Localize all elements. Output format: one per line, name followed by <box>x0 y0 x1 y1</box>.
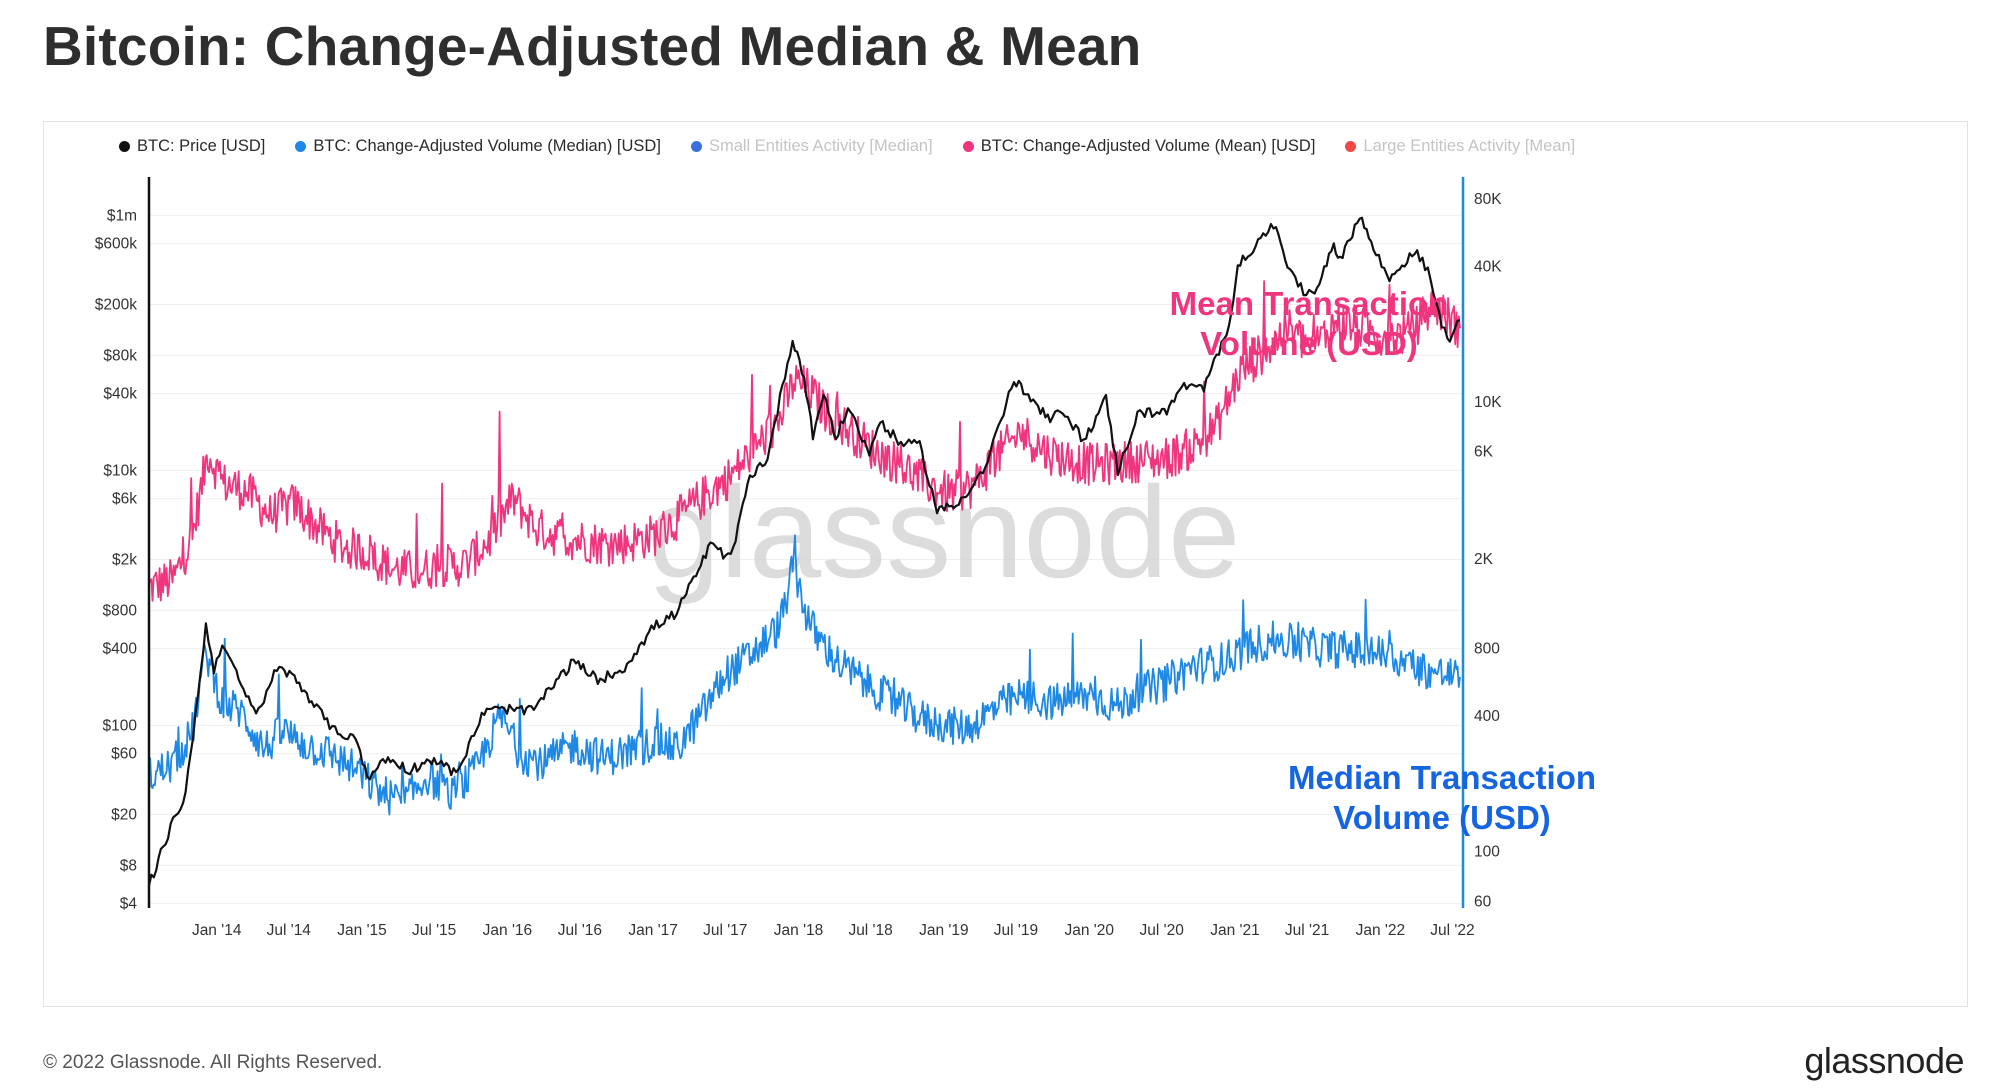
legend-dot-icon <box>690 141 702 152</box>
x-axis-tick-label: Jul '14 <box>267 922 312 939</box>
left-axis-tick-label: $8 <box>120 857 137 874</box>
left-axis-tick-label: $600k <box>95 236 137 253</box>
legend-label: BTC: Change-Adjusted Volume (Mean) [USD] <box>980 137 1316 155</box>
x-axis-tick-label: Jan '17 <box>628 922 678 939</box>
legend-label: BTC: Price [USD] <box>137 137 266 155</box>
left-axis-tick-label: $6k <box>112 491 137 508</box>
legend-dot-icon <box>962 141 974 152</box>
left-axis-tick-label: $20 <box>111 807 137 824</box>
page-title: Bitcoin: Change-Adjusted Median & Mean <box>43 15 1142 77</box>
legend-dot-icon <box>1345 141 1357 152</box>
x-axis-tick-label: Jan '21 <box>1210 922 1260 939</box>
x-axis-tick-label: Jul '15 <box>412 922 456 939</box>
left-axis-tick-label: $100 <box>103 717 138 734</box>
chart-plot: glassnode $1m$600k$200k$80k$40k$10k$6k$2… <box>95 177 1596 939</box>
x-axis-tick-label: Jan '20 <box>1064 922 1114 939</box>
legend-item-small-entities[interactable]: Small Entities Activity [Median] <box>690 137 933 156</box>
legend-label: Large Entities Activity [Mean] <box>1363 137 1576 155</box>
legend-item-price[interactable]: BTC: Price [USD] <box>119 137 265 156</box>
annotation-mean-line-1: Mean Transaction <box>1170 285 1449 322</box>
legend-dot-icon <box>295 141 307 152</box>
series-line-median-volume <box>148 534 1461 816</box>
left-axis-tick-label: $200k <box>95 297 137 314</box>
x-axis-tick-label: Jan '22 <box>1356 922 1406 939</box>
series-layer <box>147 216 1461 886</box>
x-axis-tick-label: Jul '22 <box>1430 922 1474 939</box>
legend-label: Small Entities Activity [Median] <box>708 137 933 155</box>
left-axis-tick-label: $40k <box>103 386 137 403</box>
right-axis-tick-label: 60 <box>1474 893 1492 910</box>
legend-dot-icon <box>119 141 130 152</box>
left-axis-tick-label: $800 <box>103 602 138 619</box>
x-axis-tick-label: Jul '17 <box>703 922 747 939</box>
chart-frame: BTC: Price [USD] BTC: Change-Adjusted Vo… <box>43 121 1968 1007</box>
left-axis-tick-label: $1m <box>107 207 137 224</box>
left-axis-tick-label: $10k <box>103 462 137 479</box>
x-axis-tick-label: Jul '16 <box>558 922 602 939</box>
left-axis-tick-label: $60 <box>111 746 137 763</box>
right-axis-tick-label: 40K <box>1474 258 1502 275</box>
x-axis-tick-label: Jan '16 <box>483 922 533 939</box>
x-axis-tick-label: Jan '18 <box>774 922 824 939</box>
series-line-mean-volume <box>148 280 1461 602</box>
left-axis-tick-label: $80k <box>103 347 137 364</box>
x-axis-tick-label: Jul '20 <box>1140 922 1185 939</box>
annotation-mean-line-2: Volume (USD) <box>1200 325 1418 362</box>
right-axis-tick-label: 2K <box>1474 551 1494 568</box>
right-axis-tick-label: 800 <box>1474 640 1500 657</box>
x-axis-tick-label: Jan '15 <box>337 922 387 939</box>
right-axis-tick-label: 100 <box>1474 843 1500 860</box>
footer-copyright: © 2022 Glassnode. All Rights Reserved. <box>43 1052 383 1073</box>
series-line-price <box>147 216 1461 886</box>
left-axis-tick-label: $4 <box>120 896 138 913</box>
legend-label: BTC: Change-Adjusted Volume (Median) [US… <box>313 137 661 155</box>
right-axis-tick-label: 10K <box>1474 394 1502 411</box>
annotation-median-line-1: Median Transaction <box>1288 759 1596 796</box>
left-axis-tick-label: $400 <box>103 641 138 658</box>
x-axis-tick-label: Jan '19 <box>919 922 969 939</box>
chart-legend: BTC: Price [USD] BTC: Change-Adjusted Vo… <box>119 137 1575 156</box>
annotation-median-line-2: Volume (USD) <box>1333 799 1551 836</box>
x-axis-tick-label: Jul '21 <box>1285 922 1329 939</box>
legend-item-large-entities[interactable]: Large Entities Activity [Mean] <box>1345 137 1575 156</box>
legend-item-median-volume[interactable]: BTC: Change-Adjusted Volume (Median) [US… <box>295 137 661 156</box>
x-axis-tick-label: Jul '18 <box>848 922 892 939</box>
annotation-layer: Mean Transaction Volume (USD) Median Tra… <box>1170 285 1596 836</box>
legend-item-mean-volume[interactable]: BTC: Change-Adjusted Volume (Mean) [USD] <box>962 137 1316 156</box>
glassnode-logo[interactable]: glassnode <box>1804 1040 1964 1081</box>
left-axis-tick-label: $2k <box>112 552 137 569</box>
right-axis-tick-label: 400 <box>1474 708 1500 725</box>
x-axis-tick-label: Jan '14 <box>192 922 242 939</box>
x-axis-tick-label: Jul '19 <box>994 922 1038 939</box>
axes-layer: $1m $600k $200k $80k $40k $10k $6k $2k $800 $400 $… <box>95 177 1502 939</box>
right-axis-tick-label: 6K <box>1474 444 1494 461</box>
right-axis-tick-label: 80K <box>1474 191 1502 208</box>
